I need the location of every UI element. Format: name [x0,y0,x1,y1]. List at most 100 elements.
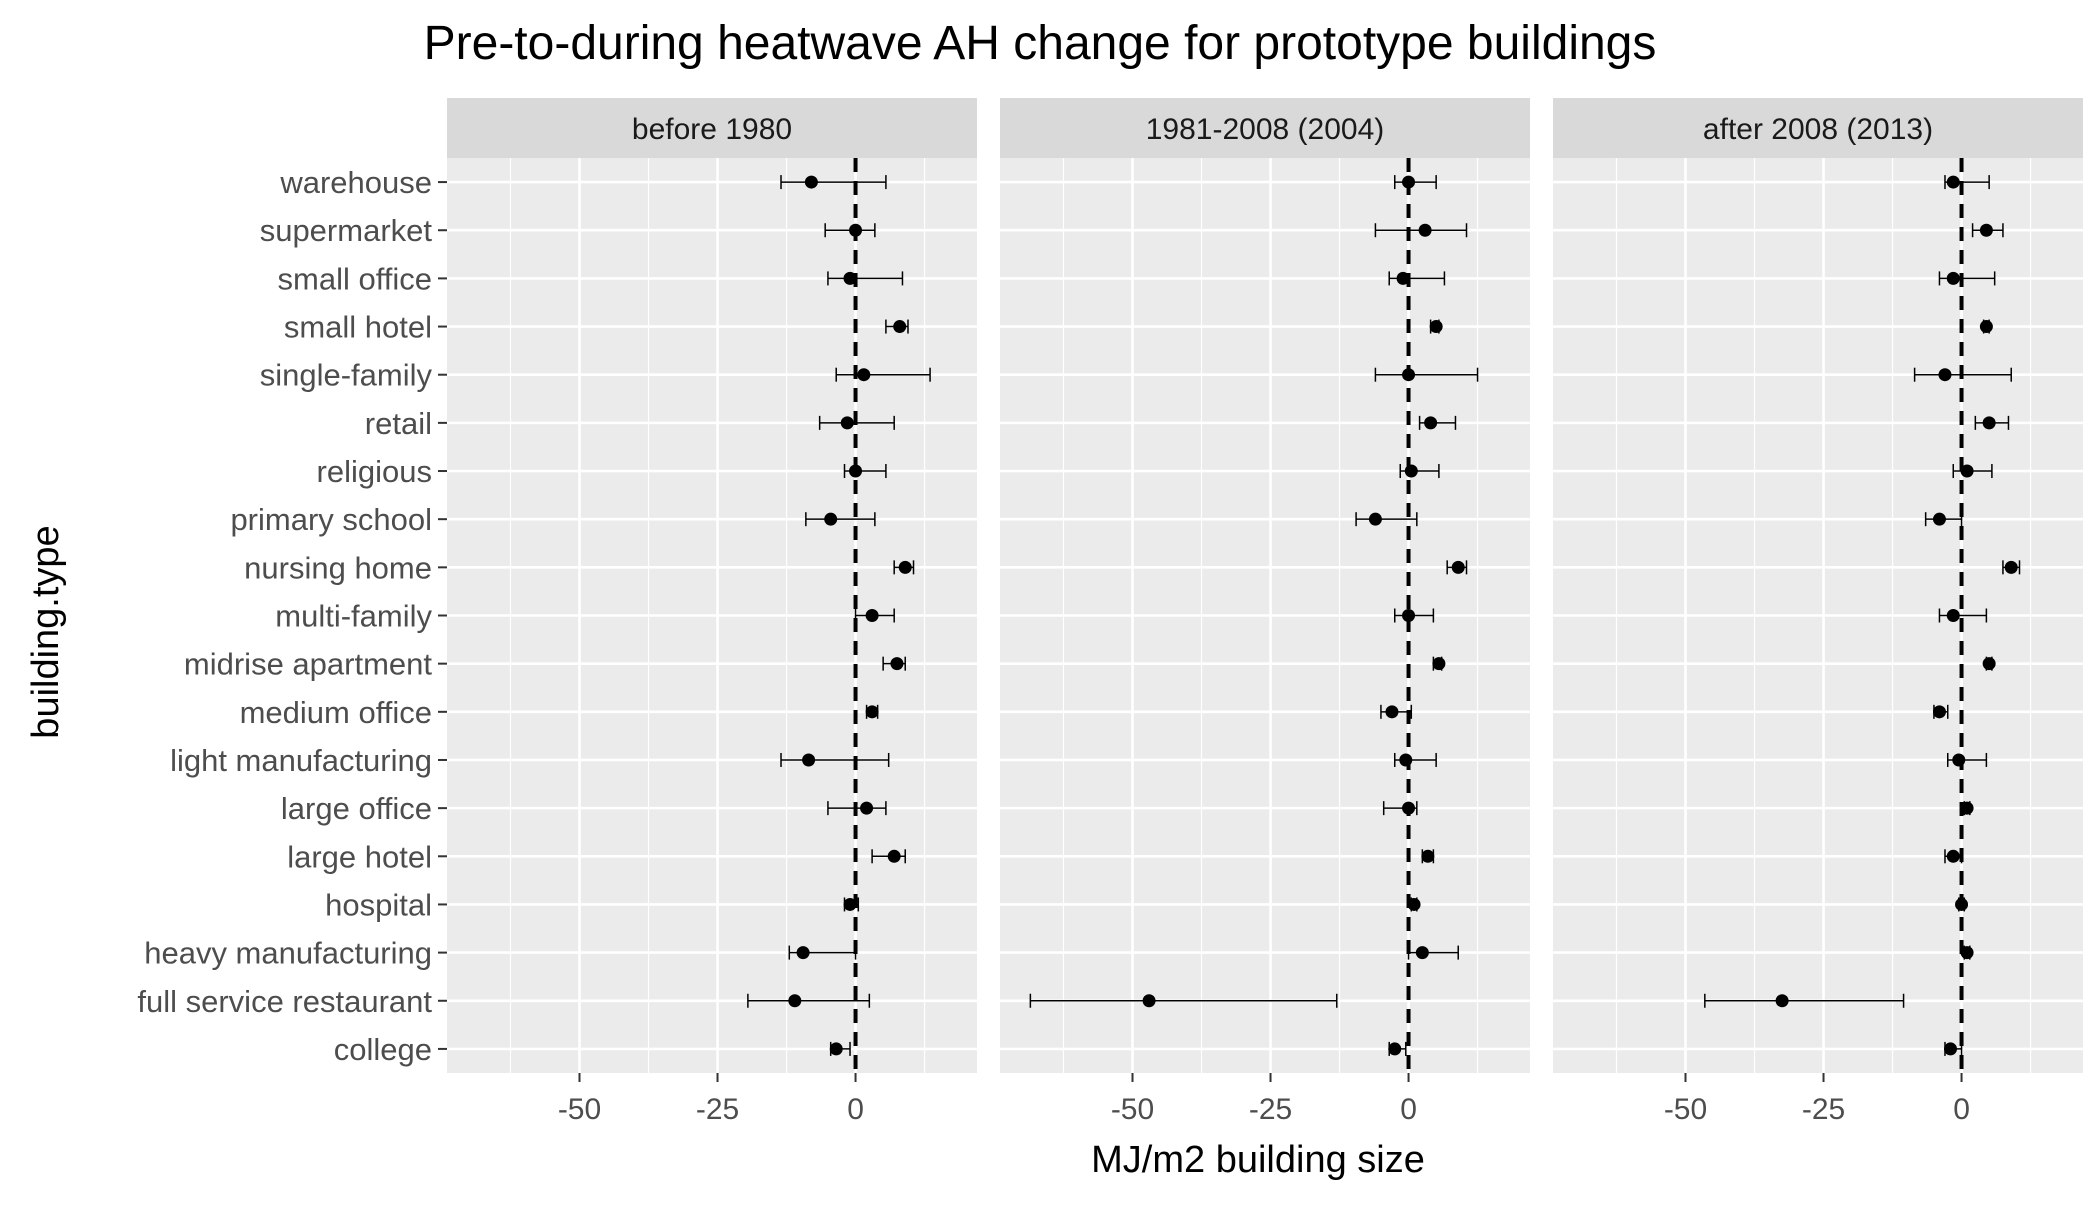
data-point-large-office [1960,801,1974,816]
point-marker [1407,897,1421,911]
point-marker [1388,1042,1402,1056]
data-point-large-office [1382,801,1418,816]
y-axis: warehouse supermarket small office small ho… [137,165,447,1067]
point-marker [1424,416,1438,430]
x-tick-label: -25 [1249,1093,1292,1126]
data-point-college [1944,1041,1963,1056]
x-axis: -50 -25 0 [1664,1073,1970,1126]
point-marker [1399,753,1413,767]
point-marker [1979,320,1993,334]
data-point-hospital [843,897,860,912]
point-marker [1775,994,1789,1008]
data-point-heavy-manufacturing [1407,945,1459,960]
y-tick-label-large-hotel: large hotel [287,839,432,874]
x-tick-label: -50 [558,1093,601,1126]
point-marker [1368,512,1382,526]
point-marker [843,271,857,285]
point-marker [1402,609,1416,622]
data-point-small-hotel [1979,319,1993,334]
point-marker [865,705,879,719]
point-marker [1932,705,1946,719]
data-point-retail [818,415,895,430]
point-marker [887,849,901,863]
data-point-medium-office [1380,704,1413,719]
data-point-nursing-home [1446,560,1468,575]
data-point-multi-family [1393,608,1435,623]
y-tick-label-supermarket: supermarket [260,213,433,248]
facet-strip [447,98,977,158]
point-marker [1432,657,1446,671]
data-point-warehouse [1393,175,1437,190]
point-marker [1946,849,1960,863]
point-marker [1944,1042,1957,1056]
x-tick-label: -50 [1111,1093,1154,1126]
point-marker [1396,271,1410,285]
data-point-light-manufacturing [1393,752,1437,767]
data-point-small-office [1938,271,1996,286]
x-tick-label: -50 [1664,1093,1707,1126]
y-axis-label: building.type [25,525,67,738]
data-point-religious [843,464,887,479]
data-point-midrise-apartment [1982,656,1996,671]
data-point-supermarket [1971,223,2004,238]
data-point-hospital [1955,897,1969,912]
point-marker [857,368,871,382]
data-point-religious [1399,464,1440,479]
point-marker [1402,175,1416,189]
data-point-light-manufacturing [780,752,890,767]
facet-strip-label: before 1980 [632,113,792,146]
data-point-college [829,1041,851,1056]
data-point-large-hotel [871,849,906,864]
point-marker [1946,175,1960,189]
data-point-warehouse [780,175,887,190]
point-marker [890,657,904,671]
data-point-primary-school [1355,512,1418,527]
y-tick-label-medium-office: medium office [240,695,432,730]
point-marker [1932,512,1946,526]
y-tick-label-warehouse: warehouse [279,165,432,200]
point-marker [849,464,863,478]
point-marker [849,223,863,237]
point-marker [1955,897,1969,911]
data-point-supermarket [824,223,876,238]
data-points [747,175,931,1056]
facet-strip-label: 1981-2008 (2004) [1146,113,1385,146]
data-point-single-family [1374,367,1479,382]
point-marker [1960,464,1974,478]
data-point-full-service-restaurant [747,993,871,1008]
x-tick-label: 0 [1953,1093,1970,1126]
data-points [1704,175,2021,1056]
data-point-large-hotel [1944,849,1963,864]
point-marker [788,994,802,1008]
point-marker [1142,994,1156,1008]
point-marker [1385,705,1399,719]
point-marker [804,175,818,189]
x-tick-label: 0 [1400,1093,1417,1126]
facet-strip [1553,98,2083,158]
x-tick-label: -25 [1802,1093,1845,1126]
data-point-retail [1974,415,2010,430]
point-marker [1404,464,1418,478]
point-marker [1938,368,1952,382]
y-tick-label-hospital: hospital [325,887,432,922]
data-points [1029,175,1479,1056]
y-tick-label-college: college [334,1032,432,1067]
point-marker [1946,609,1960,622]
x-axis: -50 -25 0 [558,1073,864,1126]
data-point-midrise-apartment [1432,656,1446,671]
point-marker [1418,223,1432,237]
data-point-full-service-restaurant [1029,993,1338,1008]
data-point-warehouse [1944,175,1990,190]
y-tick-label-retail: retail [365,406,432,441]
point-marker [1979,223,1993,237]
point-marker [1421,849,1435,863]
x-axis-label: MJ/m2 building size [1091,1139,1425,1181]
point-marker [898,560,912,574]
data-point-multi-family [1938,608,1988,623]
data-point-primary-school [1924,512,1963,527]
point-marker [802,753,816,767]
y-tick-label-midrise-apartment: midrise apartment [184,647,432,682]
data-point-light-manufacturing [1946,752,1988,767]
point-marker [1946,271,1960,285]
